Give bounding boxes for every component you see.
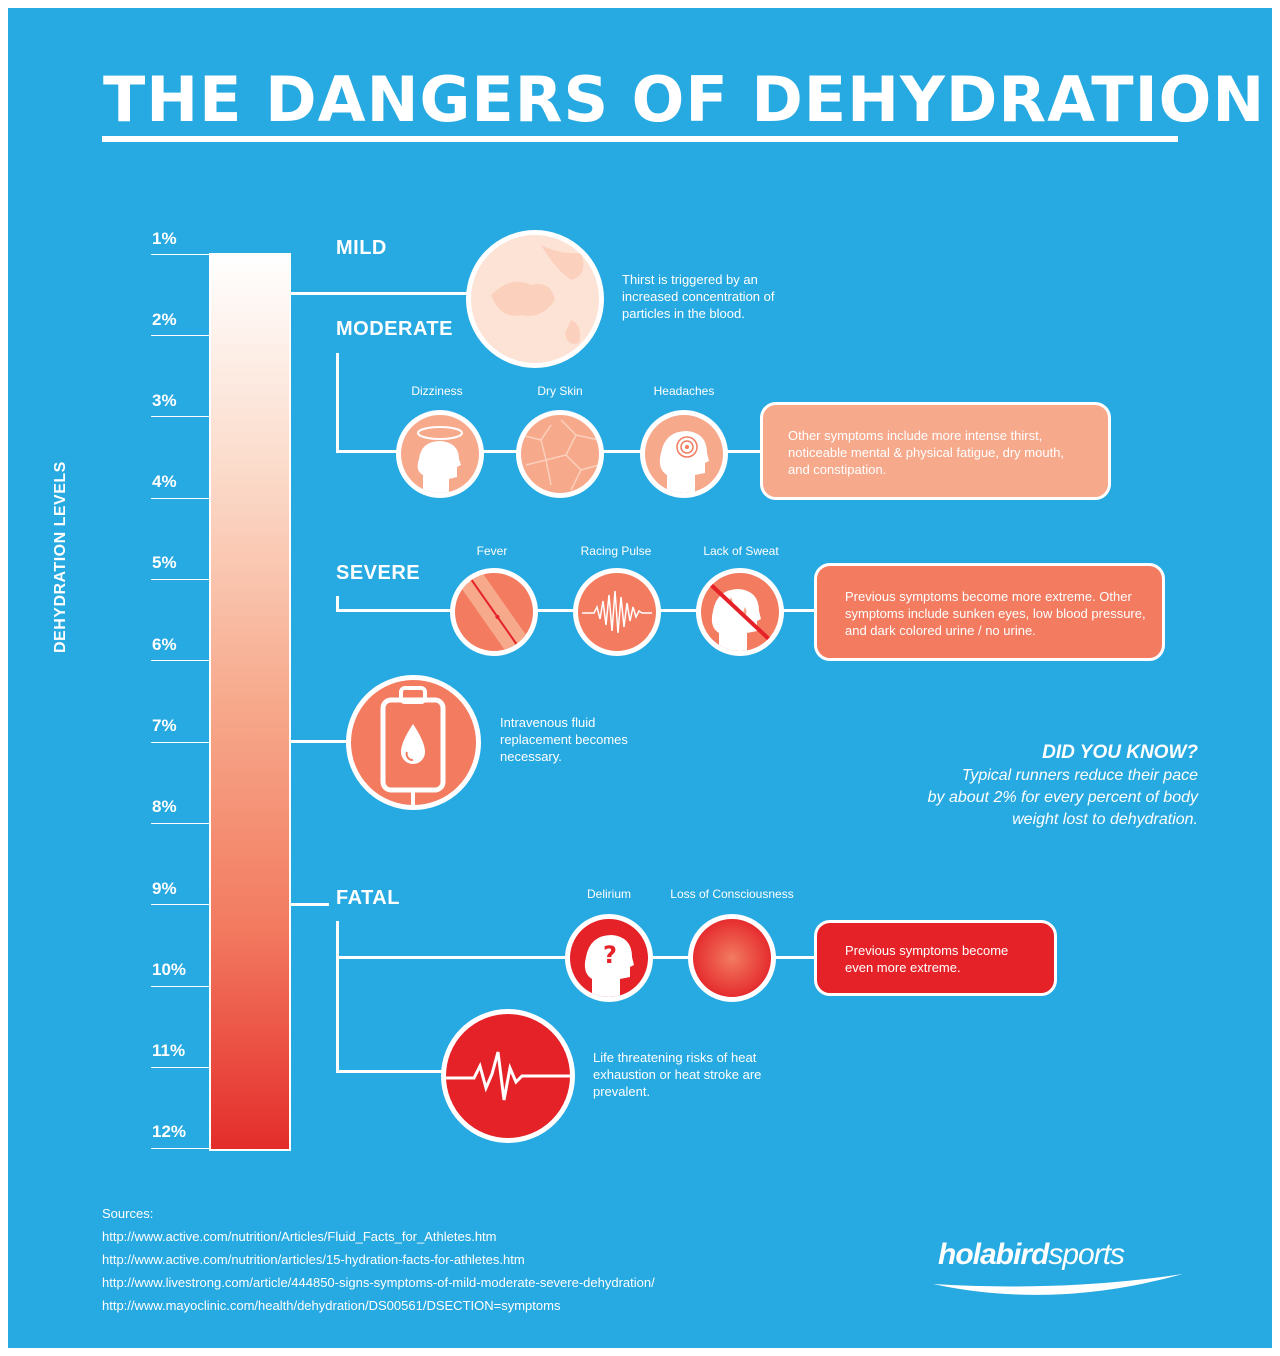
symptom-label: Dry Skin bbox=[537, 384, 583, 398]
headache-icon bbox=[640, 410, 728, 498]
moderate-symptoms-box: Other symptoms include more intense thir… bbox=[760, 402, 1111, 500]
dehydration-gradient-bar bbox=[209, 253, 291, 1151]
level-label-severe: SEVERE bbox=[336, 562, 421, 584]
symptom-label: Dizziness bbox=[411, 384, 463, 398]
tick-label: 10% bbox=[152, 960, 187, 979]
did-you-know-line: weight lost to dehydration. bbox=[1012, 811, 1198, 828]
tick-label: 12% bbox=[152, 1122, 187, 1141]
connector-line bbox=[336, 353, 339, 453]
fatal-symptoms-box: Previous symptoms become even more extre… bbox=[814, 920, 1057, 996]
source-link[interactable]: http://www.active.com/nutrition/articles… bbox=[102, 1252, 525, 1267]
unconscious-icon bbox=[688, 914, 776, 1002]
dizziness-icon bbox=[396, 410, 484, 498]
dry-skin-icon bbox=[516, 410, 604, 498]
axis-label: DEHYDRATION LEVELS bbox=[52, 461, 69, 653]
iv-bag-icon bbox=[346, 675, 481, 810]
connector-line bbox=[289, 903, 329, 906]
connector-line bbox=[289, 740, 351, 743]
tick-label: 4% bbox=[152, 472, 177, 491]
did-you-know-line: by about 2% for every percent of body bbox=[927, 789, 1198, 806]
tick-label: 8% bbox=[152, 797, 177, 816]
tick-label: 2% bbox=[152, 310, 177, 329]
holabird-logo: holabirdsports bbox=[938, 1238, 1125, 1272]
symptom-label: Delirium bbox=[586, 887, 631, 901]
tick-label: 7% bbox=[152, 716, 177, 735]
level-label-mild: MILD bbox=[336, 237, 387, 259]
tick-label: 11% bbox=[152, 1041, 186, 1060]
sources-heading: Sources: bbox=[102, 1206, 154, 1221]
connector-line bbox=[336, 1070, 446, 1073]
tick-label: 6% bbox=[152, 635, 177, 654]
symptom-label: Lack of Sweat bbox=[703, 544, 779, 558]
infographic: THE DANGERS OF DEHYDRATION DEHYDRATION L… bbox=[8, 8, 1272, 1348]
heartbeat-icon bbox=[441, 1009, 575, 1143]
logo-text-light: sports bbox=[1048, 1238, 1125, 1271]
tick-label: 9% bbox=[152, 879, 177, 898]
title-underline bbox=[102, 136, 1178, 142]
iv-description: Intravenous fluid replacement becomes ne… bbox=[500, 715, 628, 764]
symptom-label: Headaches bbox=[653, 384, 715, 398]
connector-line bbox=[336, 596, 339, 612]
tick-line bbox=[151, 254, 287, 255]
symptom-label: Loss of Consciousness bbox=[670, 887, 794, 901]
no-sweat-icon bbox=[696, 568, 784, 656]
source-link[interactable]: http://www.mayoclinic.com/health/dehydra… bbox=[102, 1298, 561, 1313]
source-link[interactable]: http://www.livestrong.com/article/444850… bbox=[102, 1275, 655, 1290]
did-you-know-title: DID YOU KNOW? bbox=[1042, 742, 1198, 763]
connector-line bbox=[336, 921, 339, 1073]
tick-label: 1% bbox=[152, 229, 177, 248]
level-label-fatal: FATAL bbox=[336, 887, 400, 909]
logo-text-bold: holabird bbox=[938, 1238, 1049, 1271]
symptom-label: Fever bbox=[476, 544, 508, 558]
source-link[interactable]: http://www.active.com/nutrition/Articles… bbox=[102, 1229, 497, 1244]
delirium-icon: ? bbox=[565, 914, 653, 1002]
did-you-know-line: Typical runners reduce their pace bbox=[961, 767, 1198, 784]
tick-label: 5% bbox=[152, 553, 177, 572]
connector-line bbox=[289, 292, 474, 295]
page-title: THE DANGERS OF DEHYDRATION bbox=[103, 63, 1266, 136]
pulse-icon bbox=[573, 568, 661, 656]
severe-symptoms-box: Previous symptoms become more extreme. O… bbox=[814, 563, 1165, 661]
tick-label: 3% bbox=[152, 391, 177, 410]
mild-description: Thirst is triggered by an increased conc… bbox=[622, 272, 775, 321]
level-label-moderate: MODERATE bbox=[336, 318, 453, 340]
thermometer-icon bbox=[450, 568, 538, 656]
blood-particles-icon bbox=[466, 230, 604, 368]
symptom-label: Racing Pulse bbox=[580, 544, 652, 558]
logo-swoosh-icon bbox=[933, 1274, 1183, 1295]
svg-text:?: ? bbox=[603, 941, 617, 969]
fatal-description: Life threatening risks of heat exhaustio… bbox=[593, 1050, 762, 1099]
